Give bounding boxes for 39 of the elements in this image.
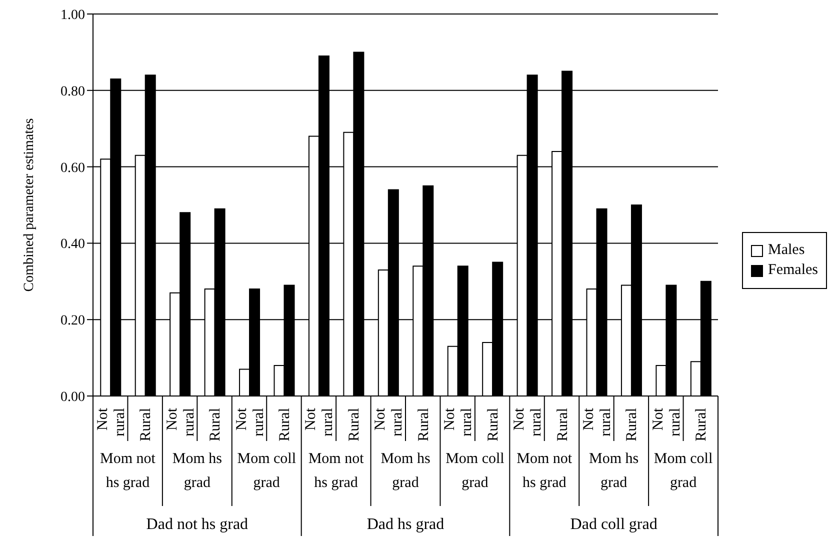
text: Mom coll grad [446,451,504,491]
x-tick-label: Not rural [94,407,128,436]
x-tick-label: Rural [554,408,571,442]
text: Mom not hs grad [516,451,573,491]
x-tick-label: Not rural [442,407,476,436]
x-tick-label: Rural [208,408,224,442]
x-tick-label: Not rural [580,407,614,436]
text: Mom coll grad [654,451,713,491]
x-tick-label: Not rural [234,407,267,436]
y-tick-label: 0.60 [60,160,85,176]
x-tick-label: Rural [485,408,502,442]
y-axis-title: Combined parameter estimates [22,118,37,292]
y-tick-label: 0.00 [60,390,85,405]
text: Mom hs grad [380,451,430,491]
y-tick-label: 0.40 [60,237,85,252]
x-tick-label: Not rural [512,407,545,436]
x-tick-label: Rural [694,408,710,442]
legend-label: Females [768,262,818,279]
x-tick-label: Rural [624,408,640,442]
x-tick-label: Not rural [372,407,406,436]
y-tick-label: 1.00 [60,8,85,23]
x-tick-label: Not rural [303,407,336,436]
x-tick-label: Rural [276,408,293,442]
x-tick-label: Rural [138,408,154,442]
x-tick-label: Not rural [650,407,684,436]
text: Dad not hs grad [146,516,248,533]
x-tick-label: Rural [416,408,432,442]
x-tick-label: Not rural [164,407,198,436]
text: Dad hs grad [366,516,444,533]
text: Mom not hs grad [100,451,156,491]
text: Mom coll grad [237,451,296,491]
y-tick-label: 0.20 [60,314,85,329]
text: Mom not hs grad [308,451,365,491]
legend-label: Males [768,242,805,259]
text: Mom hs grad [589,451,639,491]
text: Mom hs grad [172,451,222,491]
y-tick-label: 0.80 [60,84,85,100]
text: Dad coll grad [570,516,658,533]
x-tick-label: Rural [346,408,362,442]
